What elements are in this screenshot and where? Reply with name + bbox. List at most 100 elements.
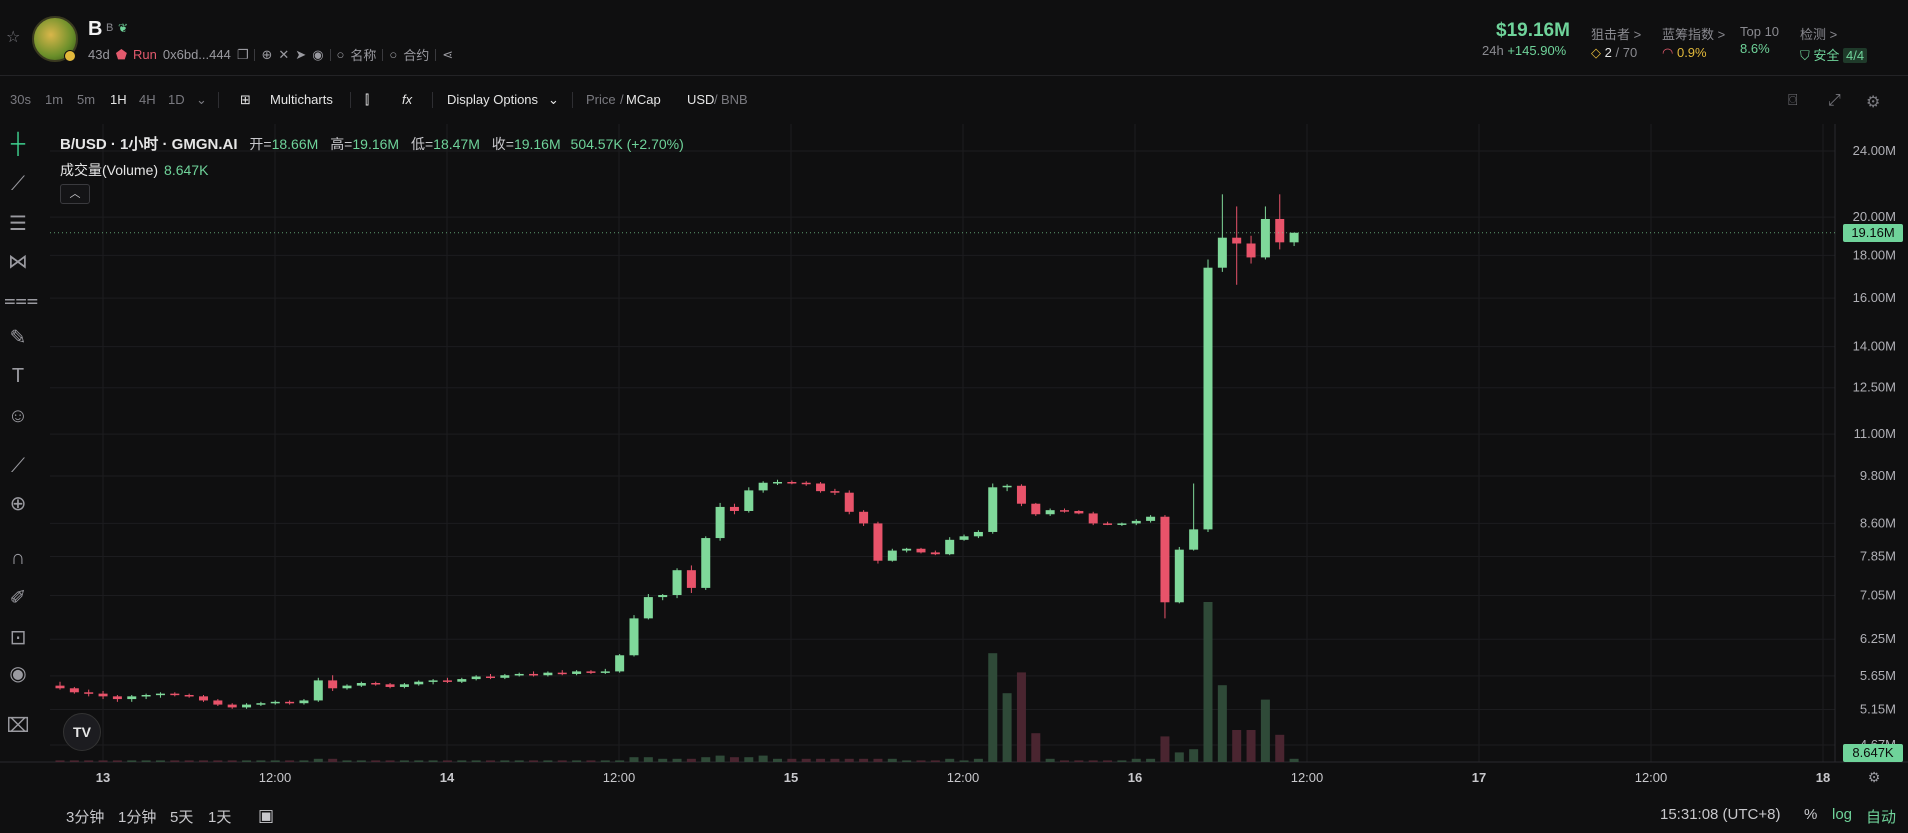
- ohlc-legend: B/USD · 1小时 · GMGN.AI 开=18.66M 高=19.16M …: [60, 133, 684, 154]
- percent-toggle[interactable]: %: [1804, 806, 1818, 823]
- volume-bar: [500, 760, 510, 762]
- volume-bar: [256, 760, 266, 762]
- candle-body: [371, 683, 381, 685]
- volume-bar: [1174, 752, 1184, 762]
- interval-1m[interactable]: 1m: [45, 92, 64, 107]
- leaf-icon: ❦: [118, 21, 129, 35]
- volume-bar: [600, 760, 610, 762]
- collapse-legend-button[interactable]: ︿: [60, 184, 90, 204]
- tradingview-logo[interactable]: TV: [63, 713, 101, 751]
- range-1d[interactable]: 1天: [208, 809, 232, 826]
- bluechip-stat[interactable]: 蓝筹指数 > ◠ 0.9%: [1662, 24, 1725, 61]
- mcap-toggle[interactable]: MCap: [626, 92, 661, 107]
- zoom-in-icon[interactable]: ⊕: [9, 493, 27, 515]
- range-1min[interactable]: 1分钟: [118, 809, 157, 826]
- market-cap-value: $19.16M: [1496, 20, 1570, 41]
- security-check-stat[interactable]: 检测 > ⛉ 安全 4/4: [1800, 24, 1868, 64]
- candle-body: [1016, 485, 1026, 504]
- indicators-button[interactable]: fx: [402, 92, 413, 107]
- pattern-icon[interactable]: ⋈: [8, 251, 28, 273]
- candle-body: [356, 683, 366, 686]
- candle-body: [600, 671, 610, 673]
- y-tick-label: 18.00M: [1853, 247, 1896, 262]
- interval-1h[interactable]: 1H: [110, 92, 127, 107]
- chevron-down-icon[interactable]: ⌄: [548, 92, 559, 107]
- candle-body: [988, 487, 998, 532]
- divider: [329, 48, 331, 61]
- horizontal-lines-icon[interactable]: ☰: [9, 213, 27, 235]
- interval-5m[interactable]: 5m: [77, 92, 96, 107]
- fullscreen-icon[interactable]: ⤢: [1828, 92, 1841, 109]
- settings-icon[interactable]: ⚙: [1866, 94, 1881, 111]
- contract-address[interactable]: 0x6bd...444: [162, 47, 231, 62]
- divider: [572, 92, 573, 108]
- auto-toggle[interactable]: 自动: [1866, 809, 1897, 826]
- interval-30s[interactable]: 30s: [10, 92, 31, 107]
- globe-icon[interactable]: ⊕: [261, 46, 273, 62]
- add-chart-icon[interactable]: ⊞: [240, 92, 251, 107]
- candle-body: [701, 538, 711, 588]
- top10-stat[interactable]: Top 10 8.6%: [1740, 24, 1779, 56]
- trend-line-icon[interactable]: ⟋: [11, 173, 25, 195]
- display-options-button[interactable]: Display Options: [447, 92, 539, 107]
- eye-icon[interactable]: ◉: [9, 663, 27, 685]
- candlestick-chart[interactable]: 24.00M 20.00M 18.00M 16.00M 14.00M 12.50M 11.0…: [0, 0, 1908, 800]
- crosshair-icon[interactable]: ┼: [10, 133, 26, 155]
- usd-toggle[interactable]: USD: [687, 92, 715, 107]
- favorite-star-icon[interactable]: ☆: [6, 29, 21, 46]
- volume-bar: [830, 758, 840, 762]
- volume-bar: [744, 757, 754, 762]
- volume-bar: [686, 758, 696, 762]
- volume-bar: [701, 757, 711, 762]
- volume-bar: [859, 758, 869, 762]
- search-contract-button[interactable]: 合约: [403, 48, 430, 63]
- sniper-icon: ◇: [1591, 45, 1601, 60]
- camera-icon[interactable]: ⌼: [1788, 92, 1798, 109]
- trash-icon[interactable]: ⌧: [6, 715, 30, 737]
- search-icon: ○: [389, 47, 398, 62]
- candle-body: [199, 696, 208, 701]
- calendar-icon[interactable]: ▣: [258, 806, 275, 825]
- candle-body: [127, 696, 137, 700]
- candle-body: [643, 597, 653, 619]
- volume-bar: [1002, 693, 1012, 762]
- telegram-icon[interactable]: ➤: [295, 46, 307, 62]
- explorer-icon[interactable]: ◉: [312, 46, 324, 62]
- volume-bar: [471, 760, 481, 762]
- legend-change: 504.57K (+2.70%): [570, 136, 684, 152]
- interval-4h[interactable]: 4H: [139, 92, 156, 107]
- clock-time[interactable]: 15:31:08 (UTC+8): [1660, 806, 1781, 823]
- y-tick-label: 9.80M: [1860, 468, 1896, 483]
- snipers-stat[interactable]: 狙击者 > ◇ 2 / 70: [1591, 24, 1641, 61]
- candle-type-icon[interactable]: ⫿: [365, 92, 370, 107]
- lock-icon[interactable]: ⊡: [9, 627, 27, 649]
- range-5d[interactable]: 5天: [170, 809, 194, 826]
- search-name-button[interactable]: 名称: [350, 48, 377, 63]
- bnb-toggle[interactable]: BNB: [721, 92, 748, 107]
- lock-drawing-icon[interactable]: ✐: [9, 587, 27, 609]
- magnet-icon[interactable]: ∩: [10, 547, 26, 569]
- candle-body: [170, 693, 180, 696]
- share-icon[interactable]: ⋖: [442, 46, 454, 62]
- log-toggle[interactable]: log: [1832, 806, 1853, 823]
- x-twitter-icon[interactable]: ✕: [278, 46, 290, 62]
- ruler-icon[interactable]: ⟋: [11, 455, 25, 477]
- text-tool-icon[interactable]: T: [11, 365, 25, 387]
- volume-bar: [170, 760, 180, 762]
- candle-body: [902, 548, 912, 551]
- candle-body: [184, 694, 194, 697]
- fib-icon[interactable]: ⩶: [4, 289, 39, 311]
- volume-bar: [816, 758, 826, 762]
- legend-low-label: 低=: [410, 136, 434, 152]
- copy-icon[interactable]: ❐: [236, 46, 249, 62]
- range-3min[interactable]: 3分钟: [66, 809, 105, 826]
- price-toggle[interactable]: Price: [586, 92, 616, 107]
- candle-body: [299, 700, 309, 704]
- interval-1d[interactable]: 1D: [168, 92, 185, 107]
- emoji-icon[interactable]: ☺: [7, 405, 29, 427]
- chevron-down-icon[interactable]: ⌄: [196, 92, 207, 107]
- candle-body: [69, 688, 79, 693]
- multicharts-button[interactable]: Multicharts: [270, 92, 333, 107]
- brush-icon[interactable]: ✎: [9, 327, 27, 349]
- volume-value: 8.647K: [164, 162, 209, 178]
